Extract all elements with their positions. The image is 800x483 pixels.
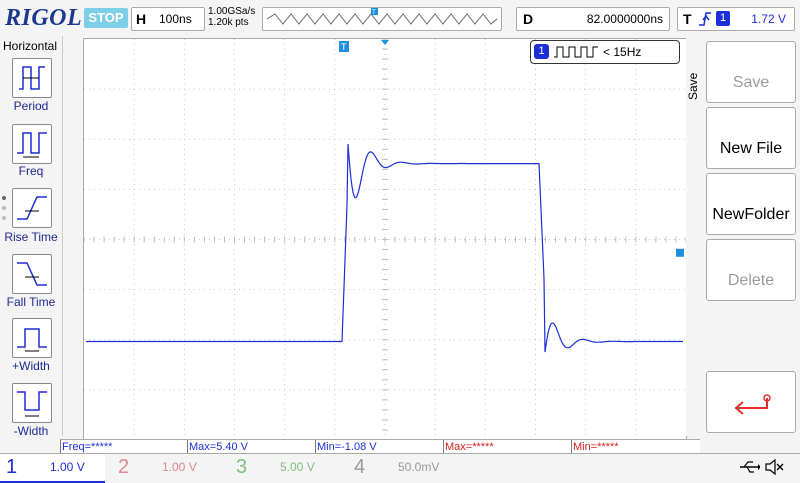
memory-position-strip[interactable]: T: [262, 7, 502, 31]
save-button[interactable]: Save: [706, 41, 796, 103]
save-label: Save: [732, 74, 770, 91]
menu-title: Horizontal: [2, 39, 58, 53]
rise-time-button[interactable]: [12, 188, 52, 228]
square-wave-icon: [554, 46, 598, 58]
measurement-item[interactable]: Min=*****: [571, 440, 699, 454]
freq-button[interactable]: [12, 124, 52, 164]
center-marker: [381, 40, 389, 45]
delete-button[interactable]: Delete: [706, 239, 796, 301]
positive-width-icon: [17, 328, 47, 352]
channel-3-tab[interactable]: 3 5.00 V: [230, 454, 345, 481]
positive-width-label: +Width: [12, 359, 50, 373]
channel-1-waveform: [86, 143, 683, 353]
memory-waveform-preview: T: [266, 8, 498, 25]
new-file-label: New File: [719, 140, 783, 157]
negative-width-icon: [17, 391, 47, 417]
new-folder-label: NewFolder: [712, 206, 790, 223]
run-stop-status[interactable]: STOP: [84, 8, 128, 28]
return-arrow-icon: [734, 394, 771, 415]
positive-width-button[interactable]: [12, 318, 52, 358]
rise-time-label: Rise Time: [4, 230, 58, 244]
horizontal-measure-menu: Horizontal Period Freq Rise Time Fall Ti…: [0, 36, 63, 438]
return-button[interactable]: [706, 371, 796, 433]
delay-value: 82.0000000ns: [586, 12, 663, 26]
period-icon: [19, 66, 45, 90]
sample-rate: 1.00GSa/s: [208, 6, 256, 17]
frequency-icon: [17, 132, 47, 158]
menu-page-dot: [2, 206, 6, 210]
new-file-button[interactable]: New File: [706, 107, 796, 169]
counter-channel-badge: 1: [534, 44, 549, 59]
channel-number: 3: [236, 456, 248, 478]
measurement-item[interactable]: Freq=*****: [60, 440, 188, 454]
channel-2-tab[interactable]: 2 1.00 V: [112, 454, 227, 481]
channel-bar: 1 1.00 V 2 1.00 V 3 5.00 V 4 50.0mV: [0, 453, 800, 483]
menu-page-dot: [2, 196, 6, 200]
channel-number: 2: [118, 456, 130, 478]
brand-logo: RIGOL: [5, 5, 83, 31]
period-button[interactable]: [12, 58, 52, 98]
freq-label: Freq: [18, 164, 44, 178]
delay-key: D: [523, 11, 534, 27]
timebase-value: 100ns: [159, 12, 192, 26]
horizontal-timebase[interactable]: H 100ns: [131, 7, 205, 31]
trigger-level: 1.72 V: [751, 12, 786, 26]
trigger-position-label: T: [340, 43, 347, 53]
measurement-bar: Freq=***** Max=5.40 V Min=-1.08 V Max=**…: [60, 439, 700, 454]
graticule: 1T: [70, 38, 687, 441]
trigger-level-marker[interactable]: [676, 248, 684, 257]
channel-1-tab[interactable]: 1 1.00 V: [0, 454, 105, 483]
usb-icon: [740, 461, 760, 473]
horizontal-key: H: [136, 11, 147, 27]
new-folder-button[interactable]: NewFolder: [706, 173, 796, 235]
rise-time-icon: [17, 196, 47, 220]
frequency-counter: 1 < 15Hz: [530, 40, 680, 64]
channel-scale: 5.00 V: [280, 460, 315, 474]
fall-time-button[interactable]: [12, 254, 52, 294]
menu-page-dot: [2, 216, 6, 220]
counter-value: < 15Hz: [603, 45, 642, 59]
channel-number: 4: [354, 456, 366, 478]
trigger-position-marker[interactable]: [339, 41, 349, 52]
save-menu-title: Save: [686, 72, 700, 100]
waveform-display[interactable]: 1T: [70, 38, 687, 441]
memory-points: 1.20k pts: [208, 17, 249, 28]
channel-scale: 1.00 V: [50, 460, 85, 474]
measurement-item[interactable]: Max=5.40 V: [187, 440, 315, 454]
channel-4-tab[interactable]: 4 50.0mV: [348, 454, 463, 481]
trigger-status[interactable]: T 1 1.72 V: [677, 7, 795, 31]
sound-muted-icon[interactable]: [764, 458, 786, 476]
measurement-item[interactable]: Min=-1.08 V: [315, 440, 443, 454]
channel-number: 1: [6, 456, 18, 478]
rising-edge-icon: [699, 12, 711, 26]
channel-scale: 50.0mV: [398, 460, 440, 474]
period-label: Period: [13, 99, 49, 113]
negative-width-button[interactable]: [12, 383, 52, 423]
fall-time-icon: [17, 262, 47, 286]
negative-width-label: -Width: [13, 424, 49, 438]
trigger-source-badge: 1: [716, 11, 730, 26]
svg-text:T: T: [371, 9, 376, 16]
measurement-item[interactable]: Max=*****: [443, 440, 571, 454]
delete-label: Delete: [727, 272, 775, 289]
fall-time-label: Fall Time: [6, 295, 56, 309]
sample-info: 1.00GSa/s 1.20k pts: [208, 6, 255, 28]
trigger-key: T: [683, 11, 692, 27]
horizontal-delay[interactable]: D 82.0000000ns: [516, 7, 670, 31]
channel-scale: 1.00 V: [162, 460, 197, 474]
